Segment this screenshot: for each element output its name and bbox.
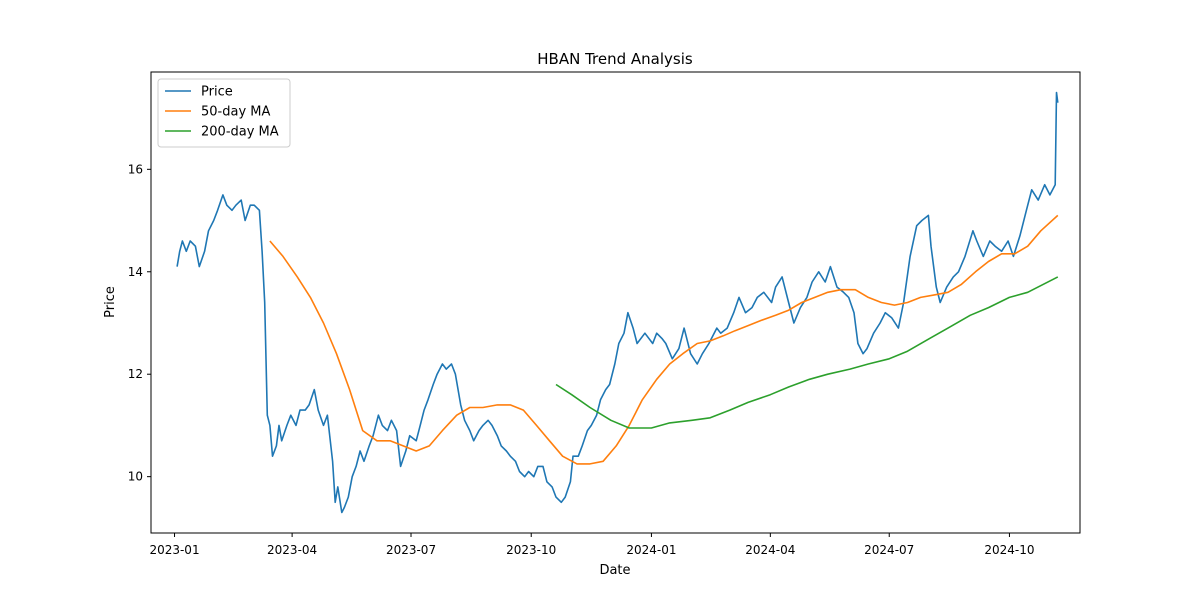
plot-frame [150,71,1081,534]
legend-label: 50-day MA [201,105,270,120]
x-axis-title: Date [599,563,630,578]
x-tick-label: 2023-01 [149,543,199,557]
legend: Price 50-day MA 200-day MA [157,78,291,148]
y-tick-label: 10 [128,470,143,484]
x-tick-label: 2023-10 [506,543,556,557]
legend-label: Price [201,85,233,100]
x-tick-label: 2024-07 [864,543,914,557]
series-line-price [176,91,1059,514]
x-tick-label: 2023-07 [386,543,436,557]
x-tick-label: 2024-01 [626,543,676,557]
legend-label: 200-day MA [201,125,279,140]
series-line-200-day-ma [555,276,1059,429]
legend-box [157,78,291,148]
y-tick-label: 14 [128,265,143,279]
x-axis-ticks: 2023-01 2023-04 2023-07 2023-10 2024-01 2024-… [149,533,1035,557]
y-tick-label: 12 [128,367,143,381]
chart-title: HBAN Trend Analysis [537,50,693,68]
x-tick-label: 2023-04 [267,543,317,557]
x-tick-label: 2024-04 [745,543,795,557]
x-tick-label: 2024-10 [984,543,1034,557]
series-line-50-day-ma [269,214,1059,465]
y-axis-ticks: 10 12 14 16 [128,162,151,484]
y-axis-title: Price [103,286,118,318]
series-layer [176,91,1059,514]
y-tick-label: 16 [128,162,143,176]
